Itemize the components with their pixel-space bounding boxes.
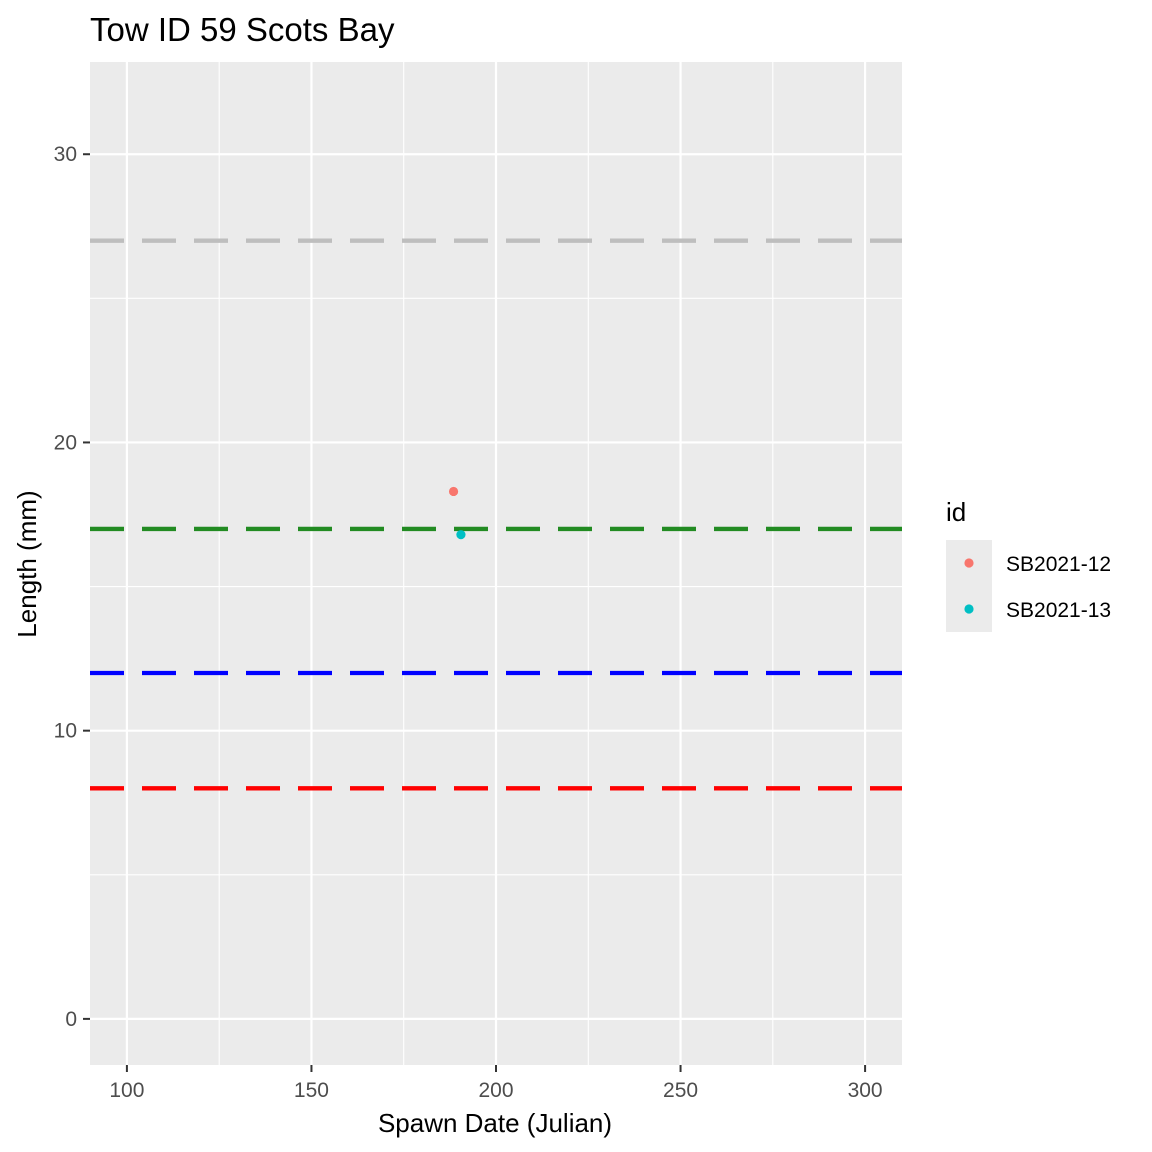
plot-panel <box>90 62 902 1065</box>
x-axis: 100 150 200 250 300 <box>109 1065 883 1102</box>
y-tick-label: 30 <box>54 143 77 166</box>
data-point <box>448 486 459 497</box>
reference-lines <box>90 238 902 791</box>
x-tick-label: 200 <box>478 1079 513 1102</box>
legend: id SB2021-12 SB2021-13 <box>946 497 1111 632</box>
x-tick-label: 100 <box>109 1079 144 1102</box>
y-tick-label: 20 <box>54 431 77 454</box>
chart-title: Tow ID 59 Scots Bay <box>90 11 395 48</box>
data-point <box>456 530 466 540</box>
data-points <box>448 486 466 540</box>
legend-label: SB2021-12 <box>1006 553 1111 576</box>
legend-marker <box>964 604 974 614</box>
x-axis-title: Spawn Date (Julian) <box>378 1108 612 1138</box>
y-tick-label: 10 <box>54 720 77 743</box>
y-axis-title: Length (mm) <box>12 490 42 637</box>
legend-marker <box>964 558 974 568</box>
x-tick-label: 150 <box>294 1079 329 1102</box>
legend-label: SB2021-13 <box>1006 599 1111 622</box>
y-axis: 0 10 20 30 <box>54 143 90 1031</box>
x-tick-label: 300 <box>848 1079 883 1102</box>
y-tick-label: 0 <box>65 1008 77 1031</box>
legend-title: id <box>946 497 966 527</box>
x-tick-label: 250 <box>663 1079 698 1102</box>
